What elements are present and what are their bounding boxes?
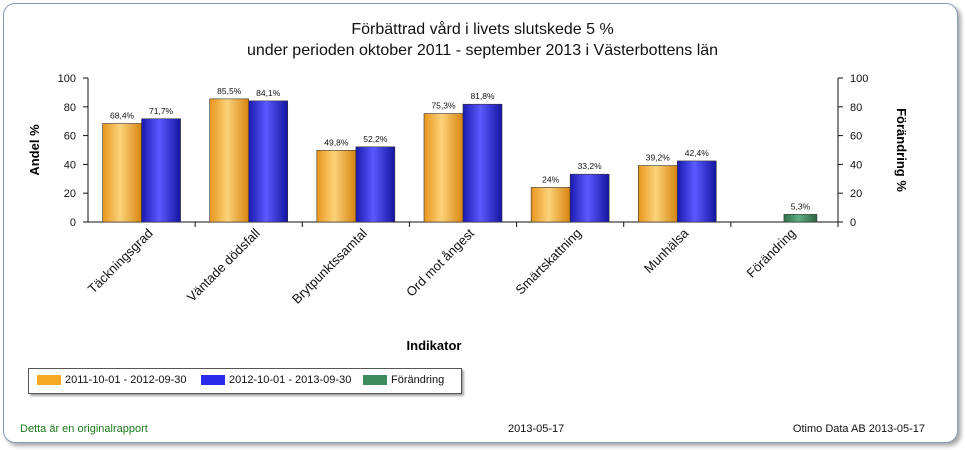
y2-axis-label: Förändring % (894, 108, 909, 192)
x-tick-label: Munhälsa (641, 225, 692, 276)
y-tick-label: 80 (64, 102, 76, 114)
data-label: 85,5% (217, 86, 242, 96)
x-tick-label: Smärtskattning (512, 226, 584, 298)
y-tick-label: 100 (58, 73, 76, 85)
y2-tick-label: 100 (850, 73, 868, 85)
bar (316, 149, 357, 223)
data-label: 68,4% (110, 111, 135, 121)
data-label: 81,8% (470, 91, 495, 101)
x-tick-label: Ord mot ångest (403, 225, 477, 299)
bar (676, 160, 717, 223)
x-tick-label: Täckningsgrad (85, 226, 156, 297)
y-tick-label: 20 (64, 188, 76, 200)
data-label: 5,3% (791, 201, 811, 211)
legend-item-series-1: 2011-10-01 - 2012-09-30 (37, 374, 187, 386)
y2-tick-label: 0 (850, 217, 856, 229)
bar (783, 214, 818, 223)
legend-label-series-1: 2011-10-01 - 2012-09-30 (65, 374, 187, 386)
footer-date: 2013-05-17 (508, 423, 565, 435)
bar (569, 173, 610, 223)
y-tick-label: 40 (64, 159, 76, 171)
y2-tick-label: 60 (850, 131, 862, 143)
y2-tick-label: 40 (850, 159, 862, 171)
bar (209, 98, 250, 223)
x-axis-label: Indikator (407, 338, 462, 353)
data-label: 24% (542, 174, 559, 184)
data-label: 52,2% (363, 134, 388, 144)
legend-item-series-2: 2012-10-01 - 2013-09-30 (201, 374, 351, 386)
y-axis-label: Andel % (27, 124, 42, 176)
legend-item-series-3: Förändring (363, 374, 444, 386)
x-tick-label: Brytpunktssamtal (289, 225, 370, 306)
legend-swatch-blue (201, 375, 225, 385)
chart-title: Förbättrad vård i livets slutskede 5 % (351, 21, 614, 38)
footer-company: Otimo Data AB 2013-05-17 (792, 423, 925, 435)
x-tick-label: Förändring (743, 226, 798, 281)
x-tick-label: Väntade dödsfall (184, 225, 263, 304)
bar (530, 187, 571, 223)
footer-original-report: Detta är en originalrapport (20, 423, 148, 435)
bar (637, 165, 678, 223)
bar (423, 113, 464, 223)
data-label: 71,7% (149, 106, 174, 116)
data-label: 33,2% (578, 161, 603, 171)
data-label: 39,2% (646, 153, 671, 163)
legend-label-series-3: Förändring (391, 374, 445, 386)
legend-label-series-2: 2012-10-01 - 2013-09-30 (229, 374, 352, 386)
bar (462, 103, 503, 223)
y-tick-label: 60 (64, 131, 76, 143)
bar (141, 118, 181, 223)
y2-tick-label: 80 (850, 102, 862, 114)
data-label: 75,3% (431, 101, 456, 111)
y-tick-label: 0 (70, 217, 76, 229)
chart-legend: 2011-10-01 - 2012-09-30 2012-10-01 - 201… (28, 368, 462, 394)
bar (248, 100, 289, 223)
data-label: 84,1% (256, 88, 281, 98)
y2-tick-label: 20 (850, 188, 862, 200)
bar (102, 123, 142, 223)
data-label: 49,8% (324, 137, 349, 147)
legend-swatch-orange (37, 375, 61, 385)
legend-swatch-green (363, 375, 387, 385)
chart-subtitle: under perioden oktober 2011 - september … (246, 42, 719, 59)
bar (355, 146, 396, 223)
data-label: 42,4% (685, 148, 710, 158)
